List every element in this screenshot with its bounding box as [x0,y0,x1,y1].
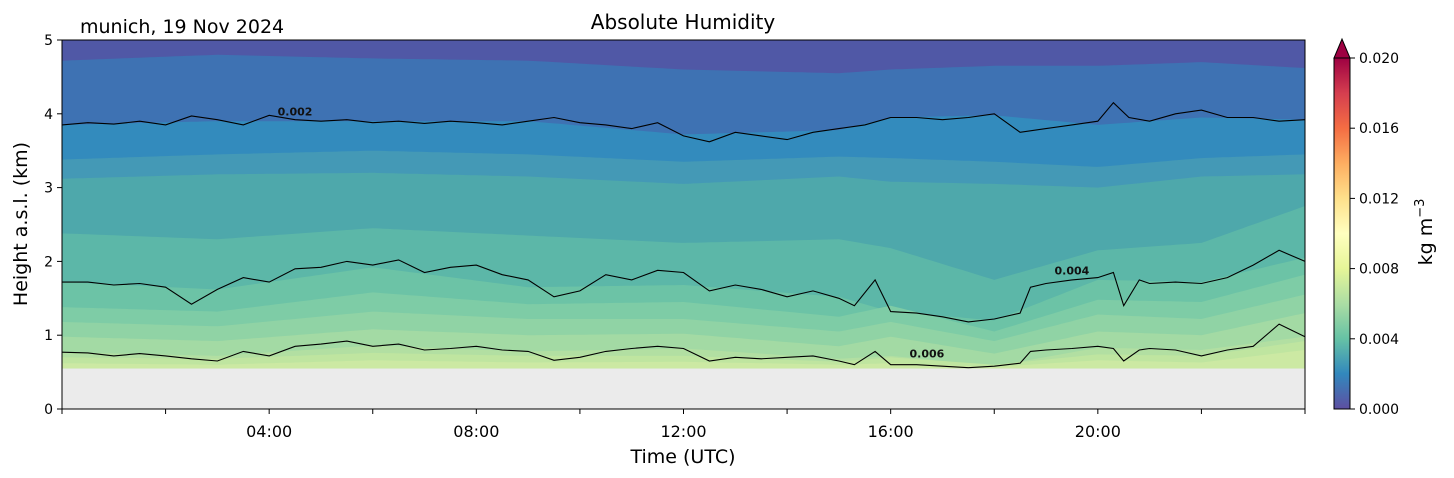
plot-area: 0.002 0.004 0.006 [61,39,1306,410]
station-label: munich, 19 Nov 2024 [80,16,284,38]
contour-lines: 0.002 0.004 0.006 [62,101,1305,369]
colorbar-frame [1333,57,1351,410]
colorbar-tick-label: 0.016 [1359,121,1399,137]
x-tick-label: 20:00 [1075,422,1121,441]
colorbar-label: kg m−3 [1413,199,1437,266]
colorbar-tick-label: 0.020 [1359,51,1399,67]
x-tick-label: 04:00 [246,422,292,441]
contour-label-0.002: 0.002 [278,105,313,118]
humidity-filled-bands [62,40,1305,369]
colorbar-tick-label: 0.000 [1359,402,1399,418]
colorbar-label-unit: kg m [1415,218,1437,266]
y-tick-label: 4 [44,107,53,123]
x-axis: 04:00 08:00 12:00 16:00 20:00 [61,409,1306,441]
x-tick-label: 12:00 [660,422,706,441]
colorbar-gradient [1334,58,1350,409]
colorbar-tick-label: 0.004 [1359,332,1399,348]
y-tick-label: 2 [44,254,53,270]
contour-line-0.004 [62,249,1305,323]
y-axis-label: Height a.s.l. (km) [10,142,32,306]
x-axis-label: Time (UTC) [629,446,735,468]
y-tick-label: 3 [44,181,53,197]
x-tick-label: 16:00 [868,422,914,441]
y-tick-label: 5 [44,33,53,49]
chart-title: Absolute Humidity [591,10,776,34]
contour-line-0.002 [62,101,1305,143]
contour-label-0.006: 0.006 [910,347,945,360]
colorbar: 0.000 0.004 0.008 0.012 0.016 0.020 [1333,37,1399,418]
colorbar-tick-label: 0.008 [1359,262,1399,278]
y-axis: 0 1 2 3 4 5 [44,33,62,418]
y-tick-label: 1 [44,328,53,344]
colorbar-extend-arrow [1333,37,1351,59]
humidity-band-0.0075 [62,350,1305,369]
colorbar-tick-label: 0.012 [1359,191,1399,207]
contour-line-0.006 [62,323,1305,369]
colorbar-label-exponent: −3 [1413,199,1428,218]
y-tick-label: 0 [44,402,53,418]
contour-label-0.004: 0.004 [1055,265,1090,278]
x-tick-label: 08:00 [453,422,499,441]
